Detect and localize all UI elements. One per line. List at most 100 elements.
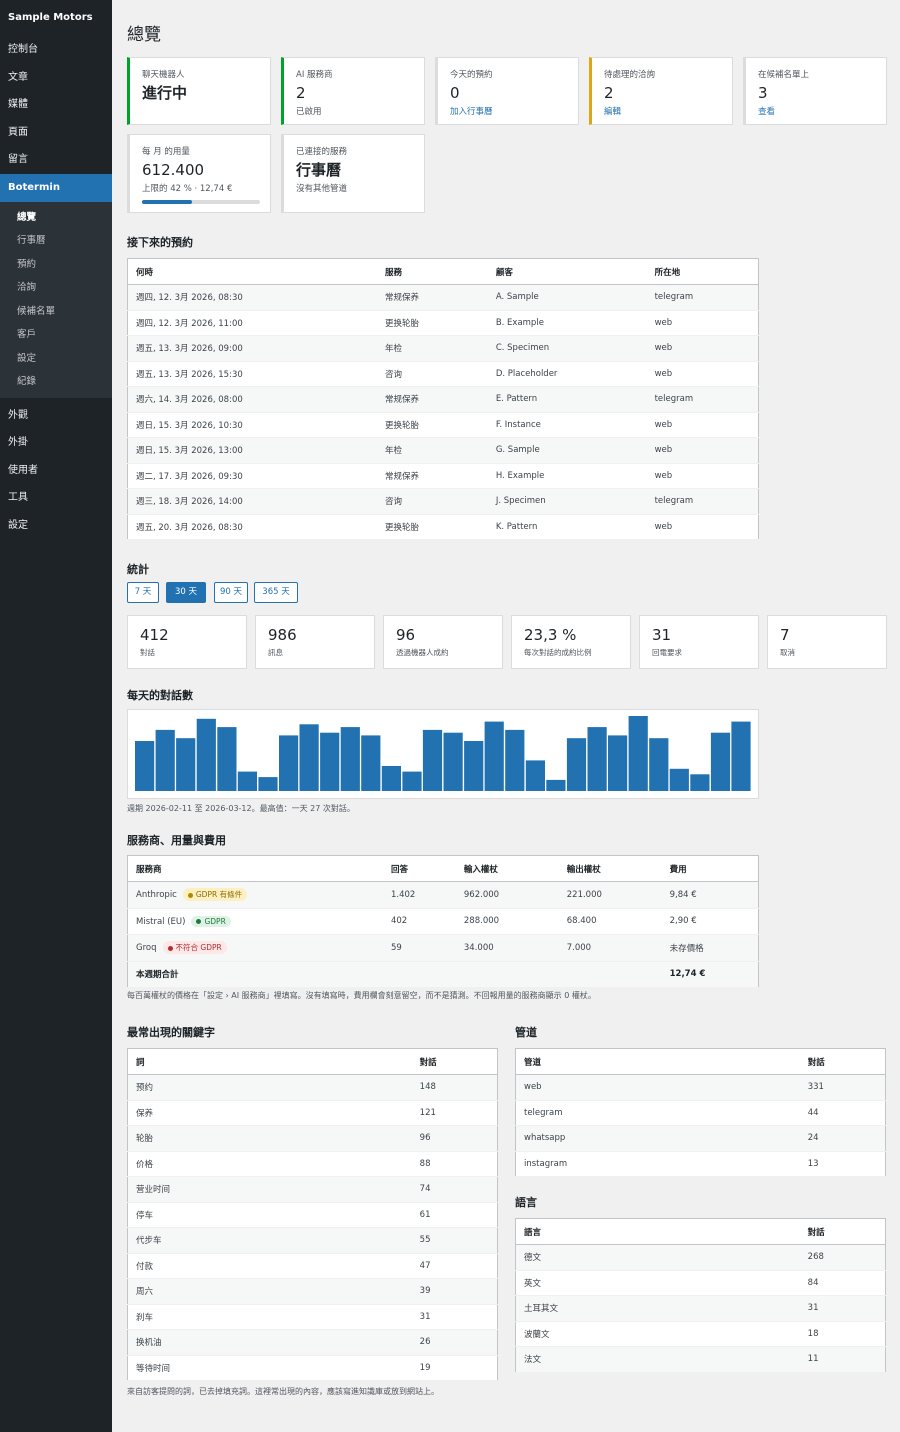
table-cell: web [646,463,759,489]
card-link[interactable]: 加入行事曆 [450,107,493,117]
card-link[interactable]: 編輯 [604,107,622,117]
table-cell: 39 [411,1278,498,1305]
sidebar-item-settings[interactable]: 設定 [8,519,28,531]
table-cell: web [646,361,759,387]
sidebar-item-tools[interactable]: 工具 [8,492,28,503]
submenu-item-settings[interactable]: 設定 [17,352,37,364]
provider-row: Groq 不符合 GDPR 59 34.000 7.000 未存價格 [127,934,759,962]
submenu-item-waitlist[interactable]: 候補名單 [17,305,56,317]
range-30-days-button[interactable]: 30 天 [166,582,206,603]
table-cell: 常规保养 [377,284,488,311]
submenu-item-inquiries[interactable]: 洽詢 [17,282,37,293]
chart-bar-2026-03-09 [669,768,689,791]
chart-bar-2026-02-22 [361,735,381,791]
card-value: 2 [604,84,614,102]
site-brand[interactable]: Sample Motors [8,12,93,23]
chart-bar-2026-02-23 [381,766,401,791]
total-empty [382,961,456,988]
table-cell: 61 [411,1202,498,1228]
provider-cell: Anthropic GDPR 有條件 [127,881,383,909]
table-cell: 土耳其文 [515,1295,800,1322]
sidebar-item-users[interactable]: 使用者 [8,464,38,476]
chart-bar-2026-03-10 [690,774,710,791]
card-value: 行事曆 [296,161,342,179]
table-row: 保养 121 [127,1100,498,1126]
card-label: 聊天機器人 [142,70,185,80]
table-cell: 31 [411,1304,498,1330]
stat-label: 取消 [780,648,795,657]
table-cell: F. Instance [487,412,647,438]
table-cell: B. Example [487,310,647,336]
table-cell: 周六 [127,1278,412,1305]
chart-bar-2026-02-12 [155,729,175,791]
column-header: 對話 [799,1218,886,1245]
table-cell: whatsapp [515,1125,800,1152]
range-7-days-button[interactable]: 7 天 [127,582,159,603]
stat-label: 回電要求 [652,648,682,657]
table-row: 週四, 12. 3月 2026, 08:30 常规保养 A. Sample teleg… [127,284,759,311]
table-cell: 44 [799,1100,886,1126]
table-cell: web [646,335,759,362]
submenu-item-logs[interactable]: 紀錄 [17,376,37,387]
table-cell: A. Sample [487,284,647,311]
ai-providers-card: AI 服務商 2 已啟用 [281,57,425,125]
table-cell: 週六, 14. 3月 2026, 08:00 [127,386,378,413]
table-cell: 31 [799,1295,886,1322]
provider-cost: 9,84 € [661,881,759,909]
table-cell: 付款 [127,1253,412,1279]
provider-output: 7.000 [558,934,662,962]
submenu-item-calendar[interactable]: 行事曆 [17,235,46,246]
column-header: 語言 [515,1218,800,1245]
chart-bar-2026-02-14 [196,718,216,791]
chart-bar-2026-03-07 [628,716,648,791]
card-label: 已連接的服務 [296,147,348,157]
botermin-submenu: 總覽行事曆預約洽詢候補名單客戶設定紀錄 [0,201,112,398]
card-link[interactable]: 查看 [758,107,776,117]
submenu-item-bookings[interactable]: 預約 [17,258,37,270]
chart-bar-2026-03-05 [587,727,607,791]
table-row: 代步车 55 [127,1227,498,1254]
table-cell: G. Sample [487,437,647,464]
sidebar-item-media[interactable]: 媒體 [8,99,28,110]
range-365-days-button[interactable]: 365 天 [254,582,298,603]
messages-stat: 986 訊息 [255,615,375,669]
daily-chart [127,709,759,799]
keywords-table: 詞對話 预约 148 保养 121 轮胎 96 价格 88 营业时间 74 停车 61 代步车 55 付款 47… [127,1048,498,1381]
total-empty [455,961,559,988]
table-row: 週二, 17. 3月 2026, 09:30 常规保养 H. Example web [127,463,759,489]
table-row: 週六, 14. 3月 2026, 08:00 常规保养 E. Pattern tele… [127,386,759,413]
submenu-item-overview[interactable]: 總覽 [17,211,37,223]
table-cell: C. Specimen [487,335,647,362]
sidebar-item-posts[interactable]: 文章 [8,71,28,83]
table-cell: web [646,412,759,438]
provider-name: Groq [136,943,157,954]
usage-card: 每 月 的用量 612.400 上限的 42 % · 12,74 € [127,134,271,213]
table-cell: 更换轮胎 [377,514,488,540]
waitlist-card: 在候補名單上 3 查看 [743,57,887,125]
provider-name: Anthropic [136,890,177,901]
table-cell: 英文 [515,1270,800,1296]
providers-table: 服務商 回答 輸入權杖 輸出權杖 費用 Anthropic GDPR 有條件 1.402 962… [127,855,759,988]
card-label: 待處理的洽詢 [604,70,656,80]
sidebar-item-botermin[interactable]: Botermin [0,173,112,202]
card-value: 0 [450,84,460,102]
sidebar-item-appearance[interactable]: 外觀 [8,409,28,421]
table-row: 週日, 15. 3月 2026, 13:00 年检 G. Sample web [127,437,759,464]
sidebar-item-dashboard[interactable]: 控制台 [8,44,38,55]
chart-bar-2026-02-24 [402,771,422,791]
table-row: 等待时间 19 [127,1355,498,1381]
table-cell: 331 [799,1074,886,1101]
submenu-item-customers[interactable]: 客戶 [17,329,37,340]
range-90-days-button[interactable]: 90 天 [214,582,248,603]
total-label: 本週期合計 [127,961,383,988]
sidebar-item-plugins[interactable]: 外掛 [8,437,28,448]
table-row: 英文 84 [515,1270,886,1296]
table-cell: 週日, 15. 3月 2026, 10:30 [127,412,378,438]
stat-value: 96 [396,626,416,644]
gdpr-badge: GDPR 有條件 [182,888,248,902]
sidebar-item-pages[interactable]: 頁面 [8,126,28,138]
provider-cost: 2,90 € [661,908,759,935]
chart-bar-2026-02-18 [279,735,299,791]
sidebar-item-comments[interactable]: 留言 [8,154,28,165]
table-row: 週五, 13. 3月 2026, 15:30 咨询 D. Placeholder we… [127,361,759,387]
